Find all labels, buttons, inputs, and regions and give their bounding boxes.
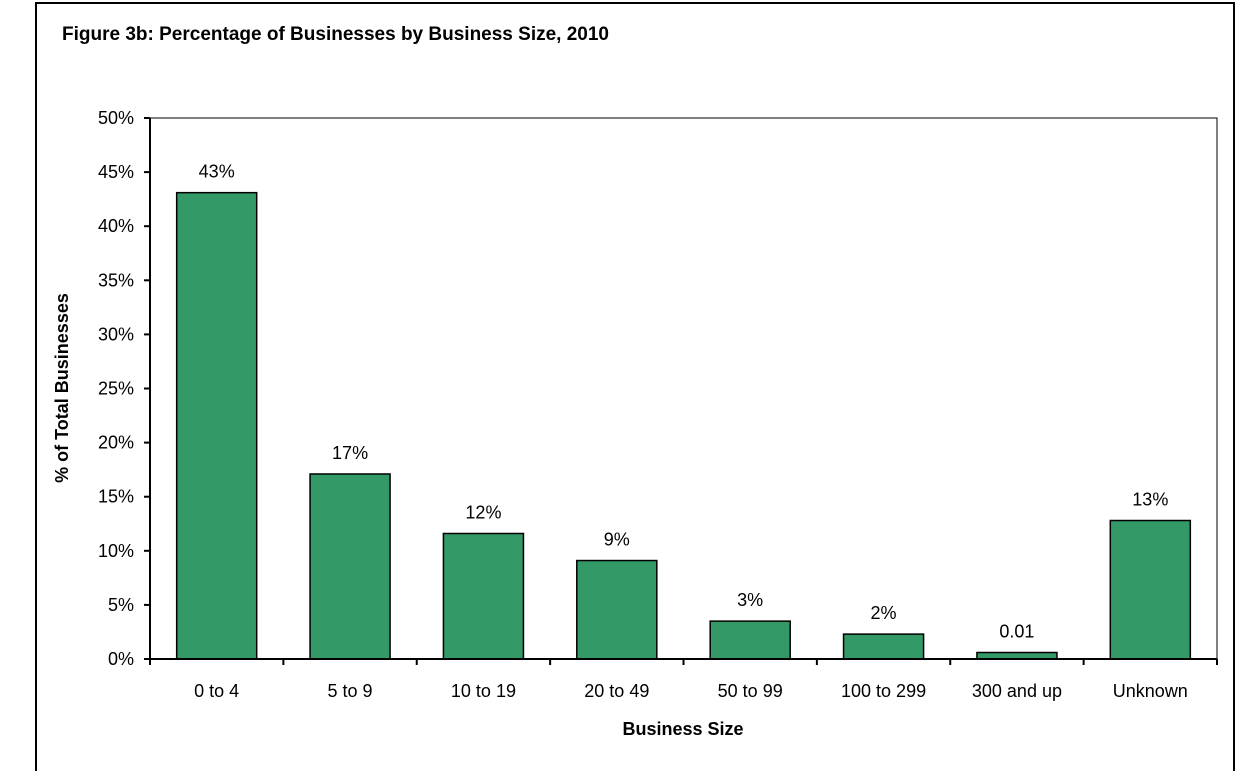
y-tick-label: 30% [98,324,134,344]
x-axis-title: Business Size [622,719,743,739]
x-tick-label: 5 to 9 [328,681,373,701]
y-tick-label: 5% [108,595,134,615]
bar [309,473,391,660]
y-tick-label: 0% [108,649,134,669]
bars [175,191,1192,660]
y-tick-label: 40% [98,216,134,236]
x-axis-ticks: 0 to 4 5 to 9 10 to 19 20 to 49 50 to 99 100 … [149,659,1218,701]
x-tick-label: 50 to 99 [718,681,783,701]
y-axis-title: % of Total Businesses [52,293,72,483]
y-tick-label: 35% [98,270,134,290]
bar-data-label: 2% [871,603,897,623]
y-tick-label: 20% [98,433,134,453]
y-tick-label: 25% [98,379,134,399]
x-tick-label: Unknown [1113,681,1188,701]
bar [709,620,791,660]
chart-title: Figure 3b: Percentage of Businesses by B… [62,24,609,45]
bar-data-label: 3% [737,590,763,610]
bar [1109,519,1192,660]
bar [842,633,925,660]
x-tick-label: 10 to 19 [451,681,516,701]
bar-data-label: 0.01 [999,622,1034,642]
y-tick-label: 50% [98,108,134,128]
y-tick-label: 45% [98,162,134,182]
bar [442,532,525,660]
x-tick-label: 100 to 299 [841,681,926,701]
y-axis-ticks: 0% 5% 10% 15% 20% 25% 30% 35% 40% 45% 50% [98,108,150,669]
x-tick-label: 0 to 4 [194,681,239,701]
bar-data-label: 9% [604,530,630,550]
bar-data-label: 12% [465,502,501,522]
bar [175,191,258,660]
x-tick-label: 20 to 49 [584,681,649,701]
bar [576,559,658,660]
y-tick-label: 15% [98,487,134,507]
bar-data-label: 13% [1132,490,1168,510]
bar-data-label: 43% [199,162,235,182]
data-labels: 43% 17% 12% 9% 3% 2% 0.01 13% [199,162,1169,642]
y-tick-label: 10% [98,541,134,561]
x-tick-label: 300 and up [972,681,1062,701]
bar-data-label: 17% [332,443,368,463]
